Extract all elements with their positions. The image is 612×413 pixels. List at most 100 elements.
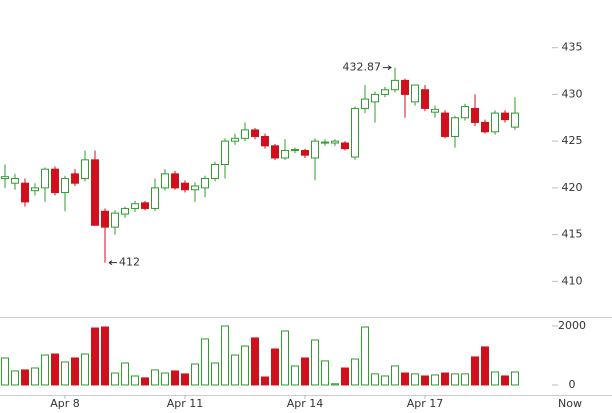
volume-bar — [391, 365, 399, 386]
volume-bar — [301, 357, 309, 386]
y-tick-label: 420 — [562, 181, 583, 194]
candle-body — [271, 145, 279, 159]
volume-bar — [401, 372, 409, 386]
volume-bar — [441, 372, 449, 386]
candle-body — [221, 140, 229, 166]
candle-body — [341, 142, 349, 150]
annotation-arrow — [383, 65, 392, 70]
volume-bar — [351, 358, 359, 386]
candle-body — [251, 129, 259, 137]
volume-bar — [201, 338, 209, 386]
candle-body — [161, 173, 169, 189]
volume-bar — [471, 356, 479, 386]
volume-tick-label: 0 — [569, 378, 576, 391]
candle-body — [431, 108, 439, 113]
volume-bar — [11, 370, 19, 386]
volume-bar — [381, 375, 389, 386]
candle-body — [481, 121, 489, 133]
candle-body — [51, 168, 59, 194]
volume-bar — [211, 362, 219, 386]
volume-bar — [371, 373, 379, 386]
x-tick-label: Apr 11 — [167, 397, 204, 410]
volume-bar — [431, 374, 439, 386]
x-tick-label: Apr 14 — [287, 397, 324, 410]
candle-body — [71, 173, 79, 184]
volume-bar — [241, 345, 249, 386]
volume-bar — [111, 372, 119, 386]
x-tick-label: Apr 17 — [407, 397, 444, 410]
volume-bar — [91, 327, 99, 386]
candle-body — [441, 112, 449, 137]
candle-body — [241, 129, 249, 139]
volume-bar — [31, 367, 39, 386]
candle-body — [111, 212, 119, 228]
volume-bar — [421, 375, 429, 386]
volume-bar — [81, 353, 89, 386]
volume-bar — [511, 371, 519, 386]
volume-tick-label: 2000 — [558, 319, 586, 332]
candle-body — [31, 187, 39, 192]
y-tick-label: 435 — [562, 41, 583, 54]
candle-body — [511, 112, 519, 128]
candle-body — [461, 106, 469, 119]
y-tick-label: 430 — [562, 87, 583, 100]
volume-bar — [61, 361, 69, 386]
volume-bar — [411, 373, 419, 386]
volume-bar — [121, 362, 129, 386]
candle-body — [331, 140, 339, 144]
volume-bar — [191, 363, 199, 386]
volume-bar — [221, 325, 229, 386]
volume-bar — [231, 354, 239, 386]
candle-body — [451, 117, 459, 137]
candle-body — [41, 168, 49, 189]
candle-body — [411, 84, 419, 103]
volume-bar — [1, 357, 9, 386]
volume-bar — [271, 348, 279, 386]
candle-body — [101, 210, 109, 228]
candle-body — [351, 107, 359, 158]
candle-body — [261, 135, 269, 147]
volume-bar — [321, 360, 329, 386]
candle-body — [11, 178, 19, 184]
candle-body — [291, 149, 299, 152]
volume-bar — [361, 326, 369, 386]
volume-bar — [341, 367, 349, 386]
volume-bar — [451, 373, 459, 386]
volume-bar — [311, 339, 319, 386]
volume-bar — [131, 375, 139, 386]
annotation: 432.87 — [343, 61, 382, 74]
candle-body — [361, 98, 369, 109]
volume-bar — [51, 353, 59, 386]
candle-body — [61, 178, 69, 194]
candle-body — [281, 149, 289, 159]
annotation: 412 — [119, 256, 140, 269]
candle-body — [121, 207, 129, 215]
candle-body — [371, 93, 379, 103]
volume-bar — [21, 369, 29, 386]
volume-bar — [331, 383, 339, 386]
volume-bar — [261, 376, 269, 386]
volume-bar — [141, 377, 149, 386]
annotation-arrow — [108, 260, 117, 266]
y-tick-label: 410 — [562, 274, 583, 287]
candle-body — [321, 141, 329, 144]
volume-bar — [501, 375, 509, 386]
volume-bar — [461, 373, 469, 386]
volume-bar — [251, 337, 259, 386]
candle-body — [501, 112, 509, 121]
candle-body — [301, 149, 309, 156]
candle-body — [21, 182, 29, 203]
y-tick-label: 415 — [562, 228, 583, 241]
candle-body — [231, 137, 239, 142]
candle-body — [81, 159, 89, 180]
candle-body — [421, 89, 429, 109]
volume-bar — [41, 354, 49, 386]
volume-bar — [181, 373, 189, 386]
candle-body — [181, 182, 189, 191]
candle-body — [391, 79, 399, 91]
candle-body — [211, 164, 219, 180]
candle-body — [171, 173, 179, 189]
candle-body — [491, 112, 499, 133]
volume-bar — [281, 330, 289, 386]
